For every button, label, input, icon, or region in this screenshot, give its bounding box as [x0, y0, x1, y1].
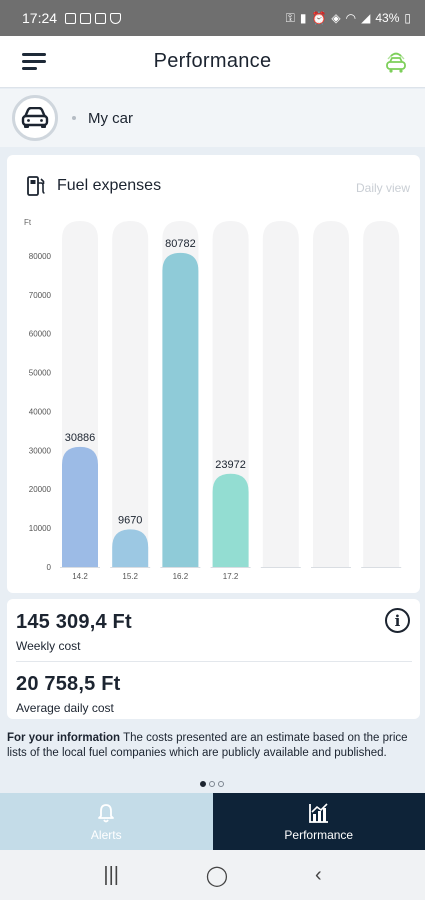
bar-track — [262, 221, 299, 567]
tab-performance[interactable]: Performance — [212, 793, 425, 850]
tab-alerts-label: Alerts — [90, 827, 122, 842]
alarm-icon: ⏰ — [311, 11, 327, 25]
system-nav-bar: ||| ◯ ‹ — [0, 850, 425, 900]
bell-icon — [98, 803, 115, 822]
gallery-icon — [65, 12, 77, 24]
bar — [62, 446, 98, 567]
chart-title: Fuel expenses — [57, 177, 162, 194]
info-note: For your information The costs presented… — [7, 731, 417, 761]
monitor-icon — [95, 12, 107, 24]
page-dot-1[interactable] — [200, 781, 206, 787]
y-tick-label: 50000 — [29, 369, 52, 378]
y-tick-label: 0 — [47, 563, 52, 572]
weekly-cost-value: 145 309,4 Ft — [16, 611, 132, 633]
page-dot-3[interactable] — [218, 781, 224, 787]
bar — [162, 252, 199, 567]
menu-icon[interactable] — [22, 53, 46, 71]
car-icon — [21, 107, 49, 128]
bar-value-label: 9670 — [118, 514, 142, 526]
y-tick-label: 20000 — [29, 485, 52, 494]
battery-level: 43% — [375, 11, 400, 25]
bar-value-label: 30886 — [65, 432, 96, 444]
daily-view-toggle[interactable]: Daily view — [355, 181, 410, 195]
bar — [212, 473, 249, 567]
car-selector[interactable]: My car — [0, 89, 425, 147]
page-indicator — [200, 781, 224, 787]
daily-cost-value: 20 758,5 Ft — [16, 673, 121, 695]
y-tick-label: 80000 — [29, 252, 52, 261]
recent-apps-icon[interactable]: ||| — [103, 863, 119, 886]
info-note-text: The costs presented are an estimate base… — [7, 732, 408, 759]
info-note-title: For your information — [7, 732, 121, 744]
gallery-icon-2 — [80, 12, 92, 24]
performance-chart-icon — [308, 802, 328, 823]
weekly-cost-block: 145 309,4 Ft Weekly cost — [16, 611, 132, 653]
fuel-expenses-chart: Ft 0 10000 20000 30000 40000 50000 60000 70000 80… — [24, 218, 402, 581]
x-tick-label: 15.2 — [122, 572, 138, 581]
app-header: Performance — [0, 36, 425, 88]
x-tick-label: 16.2 — [173, 572, 189, 581]
status-time: 17:24 — [22, 10, 58, 26]
vibrate-icon: ◈ — [331, 11, 341, 25]
battery-icon: ▯ — [404, 11, 411, 25]
y-tick-label: 70000 — [29, 291, 52, 300]
battery-saver-icon: ▮ — [299, 11, 307, 25]
car-separator-dot — [72, 116, 76, 120]
y-axis-unit: Ft — [24, 218, 32, 227]
fuel-expenses-card: Ft 0 10000 20000 30000 40000 50000 60000 70000 80… — [7, 155, 420, 593]
y-tick-label: 10000 — [29, 524, 52, 533]
bar — [112, 529, 149, 567]
signal-icon: ◢ — [361, 11, 371, 25]
car-avatar[interactable] — [12, 95, 58, 141]
notification-icons — [65, 12, 122, 24]
cost-summary-card: 145 309,4 Ft Weekly cost i 20 758,5 Ft A… — [7, 599, 420, 719]
page-dot-2[interactable] — [209, 781, 215, 787]
wifi-icon: ◠ — [345, 11, 357, 25]
x-tick-label: 17.2 — [223, 572, 239, 581]
daily-cost-block: 20 758,5 Ft Average daily cost — [16, 673, 121, 715]
tab-alerts[interactable]: Alerts — [0, 793, 213, 850]
bar-track — [363, 221, 400, 567]
bar-track — [313, 221, 349, 567]
back-icon[interactable]: ‹ — [314, 863, 322, 886]
daily-cost-label: Average daily cost — [16, 701, 114, 715]
car-status-icon[interactable] — [383, 48, 409, 74]
cost-divider — [16, 661, 412, 662]
car-name: My car — [88, 109, 133, 127]
tab-performance-label: Performance — [284, 827, 354, 842]
status-bar: 17:24 ⚿ ▮ ⏰ ◈ ◠ ◢ 43% ▯ — [0, 0, 425, 36]
page-title: Performance — [153, 50, 272, 72]
info-icon[interactable]: i — [385, 608, 410, 633]
y-tick-label: 40000 — [29, 407, 52, 416]
chart-header: Fuel expenses — [25, 175, 161, 197]
system-icons: ⚿ ▮ ⏰ ◈ ◠ ◢ 43% ▯ — [286, 11, 411, 26]
y-tick-label: 30000 — [29, 446, 52, 455]
home-icon[interactable]: ◯ — [205, 864, 229, 887]
bar-value-label: 23972 — [215, 459, 246, 471]
weekly-cost-label: Weekly cost — [16, 639, 81, 653]
bottom-nav: Alerts Performance — [0, 793, 425, 850]
x-tick-label: 14.2 — [72, 572, 88, 581]
bar-value-label: 80782 — [165, 238, 196, 250]
bar-track — [112, 221, 149, 567]
y-tick-label: 60000 — [29, 330, 52, 339]
shield-icon — [110, 12, 122, 24]
fuel-pump-icon — [27, 176, 45, 196]
key-icon: ⚿ — [285, 10, 295, 25]
